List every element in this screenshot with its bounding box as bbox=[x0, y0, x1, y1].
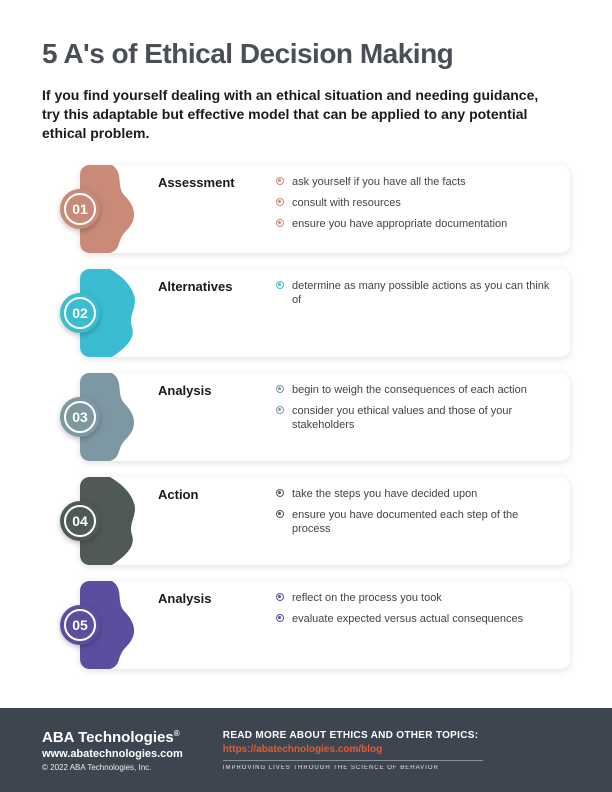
step-card: Analysis begin to weigh the consequences … bbox=[80, 373, 570, 461]
bullet-icon bbox=[276, 614, 284, 622]
step-number-badge: 03 bbox=[60, 397, 100, 437]
bullet-icon bbox=[276, 177, 284, 185]
step-number-badge: 02 bbox=[60, 293, 100, 333]
step-label: Action bbox=[158, 477, 270, 565]
bullet-icon bbox=[276, 593, 284, 601]
step-label: Analysis bbox=[158, 373, 270, 461]
bullet-text: ensure you have appropriate documentatio… bbox=[292, 217, 507, 231]
step-bullets: determine as many possible actions as yo… bbox=[270, 269, 570, 357]
bullet-item: ensure you have appropriate documentatio… bbox=[276, 217, 556, 231]
copyright: © 2022 ABA Technologies, Inc. bbox=[42, 763, 183, 772]
bullet-text: begin to weigh the consequences of each … bbox=[292, 383, 527, 397]
bullet-text: consult with resources bbox=[292, 196, 401, 210]
step-number-badge: 01 bbox=[60, 189, 100, 229]
page-title: 5 A's of Ethical Decision Making bbox=[42, 38, 570, 70]
bullet-icon bbox=[276, 281, 284, 289]
bullet-icon bbox=[276, 510, 284, 518]
bullet-icon bbox=[276, 489, 284, 497]
bullet-item: consider you ethical values and those of… bbox=[276, 404, 556, 433]
step-04: Actiontake the steps you have decided up… bbox=[62, 477, 570, 565]
bullet-text: ask yourself if you have all the facts bbox=[292, 175, 466, 189]
intro-text: If you find yourself dealing with an eth… bbox=[42, 86, 552, 143]
step-number-badge: 04 bbox=[60, 501, 100, 541]
step-bullets: begin to weigh the consequences of each … bbox=[270, 373, 570, 461]
step-card: Analysis reflect on the process you took e… bbox=[80, 581, 570, 669]
bullet-item: ask yourself if you have all the facts bbox=[276, 175, 556, 189]
step-number-badge: 05 bbox=[60, 605, 100, 645]
step-bullets: take the steps you have decided upon ensu… bbox=[270, 477, 570, 565]
bullet-item: reflect on the process you took bbox=[276, 591, 556, 605]
footer-brand-block: ABA Technologies® www.abatechnologies.co… bbox=[42, 729, 183, 772]
bullet-text: reflect on the process you took bbox=[292, 591, 442, 605]
brand-site: www.abatechnologies.com bbox=[42, 748, 183, 760]
bullet-text: ensure you have documented each step of … bbox=[292, 508, 556, 537]
footer: ABA Technologies® www.abatechnologies.co… bbox=[0, 708, 612, 792]
footer-divider bbox=[223, 760, 483, 761]
bullet-text: evaluate expected versus actual conseque… bbox=[292, 612, 523, 626]
bullet-item: take the steps you have decided upon bbox=[276, 487, 556, 501]
step-number: 01 bbox=[64, 193, 96, 225]
step-number: 03 bbox=[64, 401, 96, 433]
steps-list: Assessmentask yourself if you have all t… bbox=[42, 165, 570, 669]
bullet-text: take the steps you have decided upon bbox=[292, 487, 477, 501]
step-card: Actiontake the steps you have decided up… bbox=[80, 477, 570, 565]
step-label: Analysis bbox=[158, 581, 270, 669]
bullet-text: determine as many possible actions as yo… bbox=[292, 279, 556, 308]
bullet-text: consider you ethical values and those of… bbox=[292, 404, 556, 433]
step-number: 02 bbox=[64, 297, 96, 329]
step-label: Alternatives bbox=[158, 269, 270, 357]
blog-link[interactable]: https://abatechnologies.com/blog bbox=[223, 744, 570, 755]
bullet-item: ensure you have documented each step of … bbox=[276, 508, 556, 537]
bullet-item: consult with resources bbox=[276, 196, 556, 210]
step-label: Assessment bbox=[158, 165, 270, 253]
step-bullets: reflect on the process you took evaluate … bbox=[270, 581, 570, 669]
bullet-item: evaluate expected versus actual conseque… bbox=[276, 612, 556, 626]
step-01: Assessmentask yourself if you have all t… bbox=[62, 165, 570, 253]
bullet-icon bbox=[276, 385, 284, 393]
brand-name: ABA Technologies® bbox=[42, 729, 183, 746]
step-03: Analysis begin to weigh the consequences … bbox=[62, 373, 570, 461]
bullet-icon bbox=[276, 219, 284, 227]
bullet-item: determine as many possible actions as yo… bbox=[276, 279, 556, 308]
step-number: 05 bbox=[64, 609, 96, 641]
bullet-item: begin to weigh the consequences of each … bbox=[276, 383, 556, 397]
step-02: Alternatives determine as many possible a… bbox=[62, 269, 570, 357]
step-card: Alternatives determine as many possible a… bbox=[80, 269, 570, 357]
read-more-label: READ MORE ABOUT ETHICS AND OTHER TOPICS: bbox=[223, 730, 570, 741]
step-card: Assessmentask yourself if you have all t… bbox=[80, 165, 570, 253]
step-number: 04 bbox=[64, 505, 96, 537]
bullet-icon bbox=[276, 406, 284, 414]
step-05: Analysis reflect on the process you took e… bbox=[62, 581, 570, 669]
step-bullets: ask yourself if you have all the facts co… bbox=[270, 165, 570, 253]
footer-info-block: READ MORE ABOUT ETHICS AND OTHER TOPICS:… bbox=[223, 730, 570, 771]
tagline: IMPROVING LIVES THROUGH THE SCIENCE OF B… bbox=[223, 765, 570, 771]
bullet-icon bbox=[276, 198, 284, 206]
